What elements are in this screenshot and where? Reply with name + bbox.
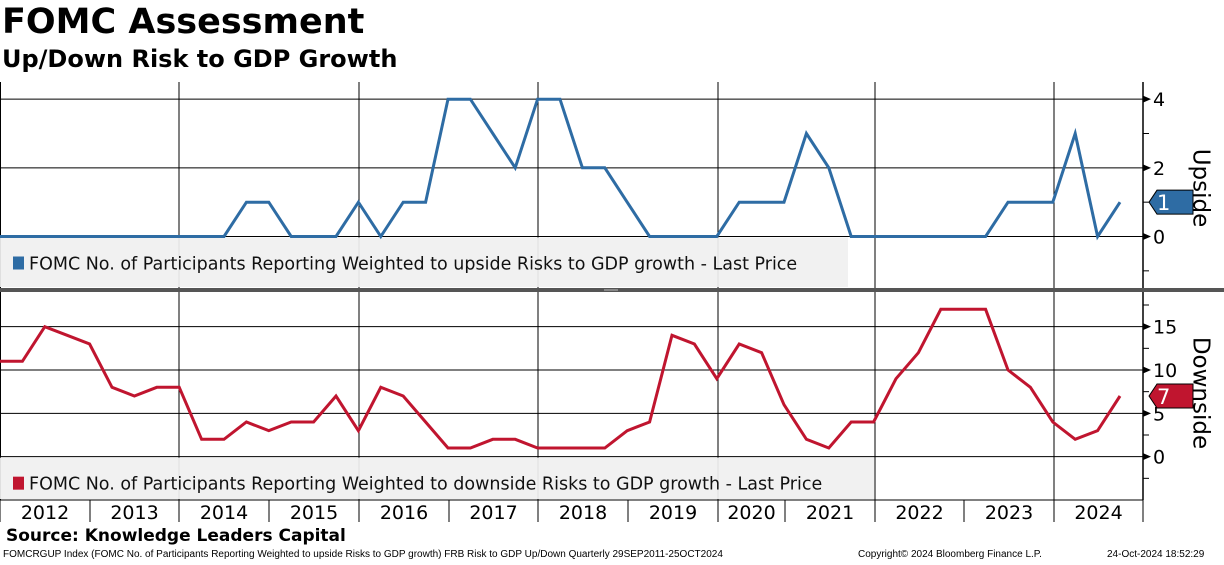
y-tick-arrow <box>1143 164 1151 172</box>
x-tick-label: 2016 <box>380 502 428 524</box>
legend-box <box>0 457 874 499</box>
footer-timestamp: 24-Oct-2024 18:52:29 <box>1107 549 1205 560</box>
x-tick-label: 2021 <box>806 502 854 524</box>
y-tick-label: 4 <box>1153 89 1165 111</box>
x-tick-label: 2019 <box>649 502 697 524</box>
x-tick-label: 2022 <box>895 502 943 524</box>
y-tick-arrow <box>1143 453 1151 461</box>
downside-panel: 0 5 10 15 FOMC No. of Participants Reporting… <box>0 292 1214 500</box>
last-value-label: 7 <box>1157 385 1170 409</box>
legend-label: FOMC No. of Participants Reporting Weigh… <box>29 475 822 495</box>
last-value-label: 1 <box>1157 191 1170 215</box>
downside-series-line <box>0 307 1122 450</box>
y-tick-label: 0 <box>1153 227 1165 249</box>
legend-box <box>0 237 848 287</box>
y-tick-label: 15 <box>1153 317 1177 339</box>
y-tick-arrow <box>1143 366 1151 374</box>
legend-swatch <box>13 476 24 490</box>
last-value-tag <box>1148 383 1194 409</box>
x-tick-label: 2024 <box>1074 502 1122 524</box>
x-tick-label: 2017 <box>469 502 517 524</box>
source-note: Source: Knowledge Leaders Capital <box>6 526 346 546</box>
x-tick-label: 2018 <box>559 502 607 524</box>
footer-description: FOMCRGUP Index (FOMC No. of Participants… <box>3 549 723 560</box>
x-tick-label: 2013 <box>110 502 158 524</box>
y-tick-arrow <box>1143 95 1151 103</box>
legend-swatch <box>13 256 24 270</box>
y-tick-arrow <box>1143 323 1151 331</box>
last-value-tag <box>1148 189 1194 215</box>
x-tick-label: 2014 <box>200 502 248 524</box>
x-tick-label: 2023 <box>985 502 1033 524</box>
chart-subtitle: Up/Down Risk to GDP Growth <box>2 45 398 73</box>
x-tick-label: 2020 <box>727 502 775 524</box>
y-tick-label: 5 <box>1153 403 1165 425</box>
y-tick-label: 10 <box>1153 360 1177 382</box>
y-tick-label: 2 <box>1153 158 1165 180</box>
y-tick-arrow <box>1143 233 1151 240</box>
x-tick-label: 2012 <box>21 502 69 524</box>
y-tick-arrow <box>1143 409 1151 417</box>
upside-axis-title: Upside <box>1188 149 1214 228</box>
chart-title: FOMC Assessment <box>2 2 365 42</box>
legend-label: FOMC No. of Participants Reporting Weigh… <box>29 255 797 275</box>
upside-panel: 0 2 4 FOMC No. of Participants Reporting We… <box>0 82 1214 288</box>
footer-copyright: Copyright© 2024 Bloomberg Finance L.P. <box>858 549 1042 560</box>
y-tick-label: 0 <box>1153 447 1165 469</box>
downside-axis-title: Downside <box>1188 337 1214 449</box>
x-tick-label: 2015 <box>290 502 338 524</box>
